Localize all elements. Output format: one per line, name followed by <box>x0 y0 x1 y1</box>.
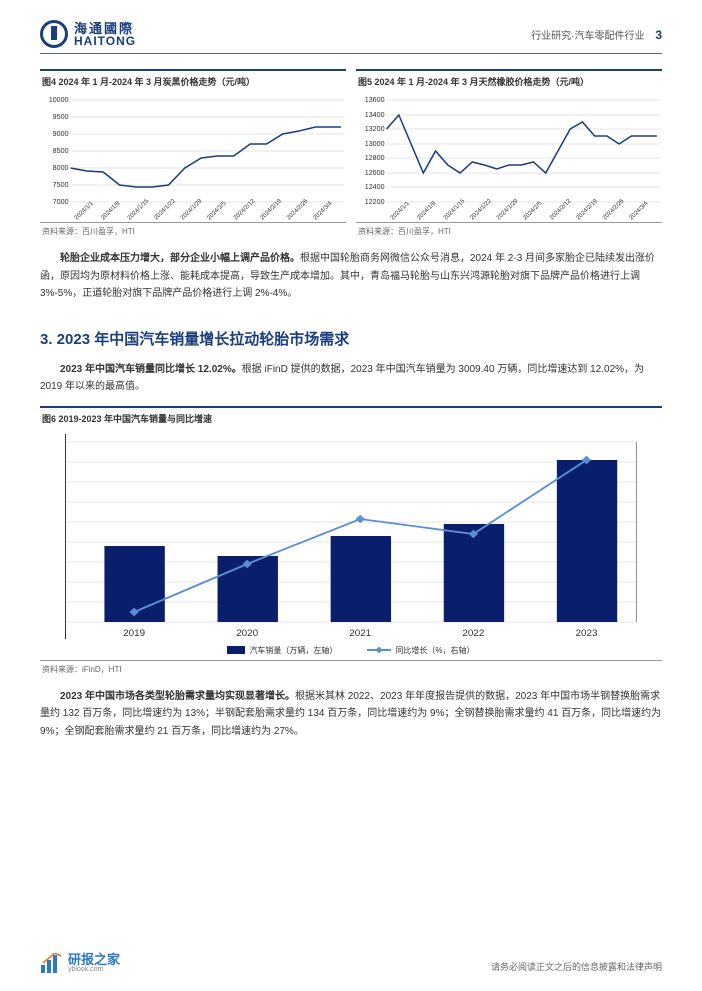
svg-text:2019: 2019 <box>123 628 145 638</box>
chart-5-plot: 13600 13400 13200 13000 12800 12600 1240… <box>356 92 662 222</box>
svg-text:12200: 12200 <box>365 199 385 206</box>
svg-text:12800: 12800 <box>365 155 385 162</box>
svg-text:13400: 13400 <box>365 112 385 119</box>
logo-icon <box>40 20 68 48</box>
footer-logo-sub: yblook.com <box>68 966 120 973</box>
svg-text:2024/1/15: 2024/1/15 <box>127 198 151 221</box>
page-header: 海通國際 HAITONG 行业研究·汽车零配件行业 3 <box>40 20 662 54</box>
header-breadcrumb: 行业研究·汽车零配件行业 3 <box>531 27 662 42</box>
chart-5-source: 资料来源：百川盈孚，HTI <box>356 222 662 240</box>
footer-disclaimer: 请务必阅读正文之后的信息披露和法律声明 <box>491 960 662 973</box>
svg-text:7500: 7500 <box>53 182 69 189</box>
chart-6-source: 资料来源：iFinD，HTI <box>40 660 662 678</box>
svg-text:2024/2/26: 2024/2/26 <box>286 198 310 221</box>
svg-text:2024/2/5: 2024/2/5 <box>206 200 228 221</box>
svg-text:2024/1/29: 2024/1/29 <box>180 198 204 221</box>
svg-text:2021: 2021 <box>349 628 371 638</box>
svg-text:2024/1/1: 2024/1/1 <box>74 200 96 221</box>
footer-logo: 研报之家 yblook.com <box>40 953 120 973</box>
svg-text:9500: 9500 <box>53 114 69 121</box>
paragraph-1: 轮胎企业成本压力增大，部分企业小幅上调产品价格。根据中国轮胎商务网微信公众号消息… <box>40 250 662 303</box>
chart-5-title: 图5 2024 年 1 月-2024 年 3 月天然橡胶价格走势（元/吨） <box>356 71 662 92</box>
page-footer: 研报之家 yblook.com 请务必阅读正文之后的信息披露和法律声明 <box>40 953 662 973</box>
svg-text:2024/1/29: 2024/1/29 <box>496 198 520 221</box>
chart-4-source: 资料来源：百川盈孚，HTI <box>40 222 346 240</box>
svg-text:2024/2/19: 2024/2/19 <box>576 198 600 221</box>
chart-6-legend: 汽车销量（万辆，左轴） 同比增长（%，右轴） <box>65 641 637 660</box>
paragraph-2: 2023 年中国汽车销量同比增长 12.02%。根据 iFinD 提供的数据，2… <box>40 361 662 396</box>
svg-text:7000: 7000 <box>53 199 69 206</box>
legend-bar: 汽车销量（万辆，左轴） <box>227 645 337 656</box>
chart-4-plot: 10000 9500 9000 8500 8000 7500 7000 <box>40 92 346 222</box>
svg-text:2023: 2023 <box>576 628 598 638</box>
logo-english: HAITONG <box>74 35 136 47</box>
svg-text:8500: 8500 <box>53 148 69 155</box>
svg-text:2024/3/4: 2024/3/4 <box>313 200 335 221</box>
paragraph-2-lead: 2023 年中国汽车销量同比增长 12.02%。 <box>60 364 242 375</box>
svg-text:2024/2/12: 2024/2/12 <box>233 198 257 221</box>
svg-text:12600: 12600 <box>365 170 385 177</box>
svg-text:2024/1/15: 2024/1/15 <box>443 198 467 221</box>
legend-bar-label: 汽车销量（万辆，左轴） <box>249 645 337 656</box>
footer-logo-text: 研报之家 <box>68 953 120 966</box>
chart-4-title: 图4 2024 年 1 月-2024 年 3 月炭黑价格走势（元/吨） <box>40 71 346 92</box>
svg-text:2024/2/12: 2024/2/12 <box>549 198 573 221</box>
svg-text:2024/1/1: 2024/1/1 <box>390 200 412 221</box>
footer-logo-icon <box>40 953 64 973</box>
chart-6: 图6 2019-2023 年中国汽车销量与同比增速 3100 3000 2900… <box>40 406 662 678</box>
svg-text:2024/1/22: 2024/1/22 <box>153 198 177 221</box>
svg-text:2024/1/8: 2024/1/8 <box>100 200 122 221</box>
svg-text:2020: 2020 <box>236 628 258 638</box>
svg-text:12400: 12400 <box>365 184 385 191</box>
legend-bar-swatch <box>227 646 245 654</box>
chart-4: 图4 2024 年 1 月-2024 年 3 月炭黑价格走势（元/吨） 1000… <box>40 69 346 240</box>
svg-text:9000: 9000 <box>53 131 69 138</box>
svg-text:10000: 10000 <box>49 97 69 104</box>
svg-text:2024/1/22: 2024/1/22 <box>469 198 493 221</box>
legend-line-swatch <box>367 649 391 651</box>
svg-text:2024/2/19: 2024/2/19 <box>260 198 284 221</box>
paragraph-3: 2023 年中国市场各类型轮胎需求量均实现显著增长。根据米其林 2022、202… <box>40 688 662 741</box>
legend-line-label: 同比增长（%，右轴） <box>395 645 474 656</box>
haitong-logo: 海通國際 HAITONG <box>40 20 136 48</box>
svg-text:2024/1/8: 2024/1/8 <box>416 200 438 221</box>
svg-text:13200: 13200 <box>365 126 385 133</box>
svg-text:13000: 13000 <box>365 141 385 148</box>
logo-chinese: 海通國際 <box>74 22 136 35</box>
chart-row-4-5: 图4 2024 年 1 月-2024 年 3 月炭黑价格走势（元/吨） 1000… <box>40 69 662 240</box>
legend-line: 同比增长（%，右轴） <box>367 645 474 656</box>
chart-6-title: 图6 2019-2023 年中国汽车销量与同比增速 <box>40 408 637 429</box>
svg-text:8000: 8000 <box>53 165 69 172</box>
page-number: 3 <box>655 28 662 42</box>
svg-text:2022: 2022 <box>462 628 484 638</box>
svg-text:2024/2/26: 2024/2/26 <box>602 198 626 221</box>
chart-5: 图5 2024 年 1 月-2024 年 3 月天然橡胶价格走势（元/吨） 13… <box>356 69 662 240</box>
svg-text:13600: 13600 <box>365 97 385 104</box>
paragraph-3-lead: 2023 年中国市场各类型轮胎需求量均实现显著增长。 <box>60 691 295 702</box>
svg-text:2024/3/4: 2024/3/4 <box>629 200 651 221</box>
chart-6-plot: 3100 3000 2900 2800 2700 2600 2500 2400 … <box>65 434 637 639</box>
breadcrumb-text: 行业研究·汽车零配件行业 <box>531 31 644 42</box>
section-3-title: 3. 2023 年中国汽车销量增长拉动轮胎市场需求 <box>40 328 662 349</box>
paragraph-1-lead: 轮胎企业成本压力增大，部分企业小幅上调产品价格。 <box>60 253 300 264</box>
svg-text:2024/2/5: 2024/2/5 <box>522 200 544 221</box>
